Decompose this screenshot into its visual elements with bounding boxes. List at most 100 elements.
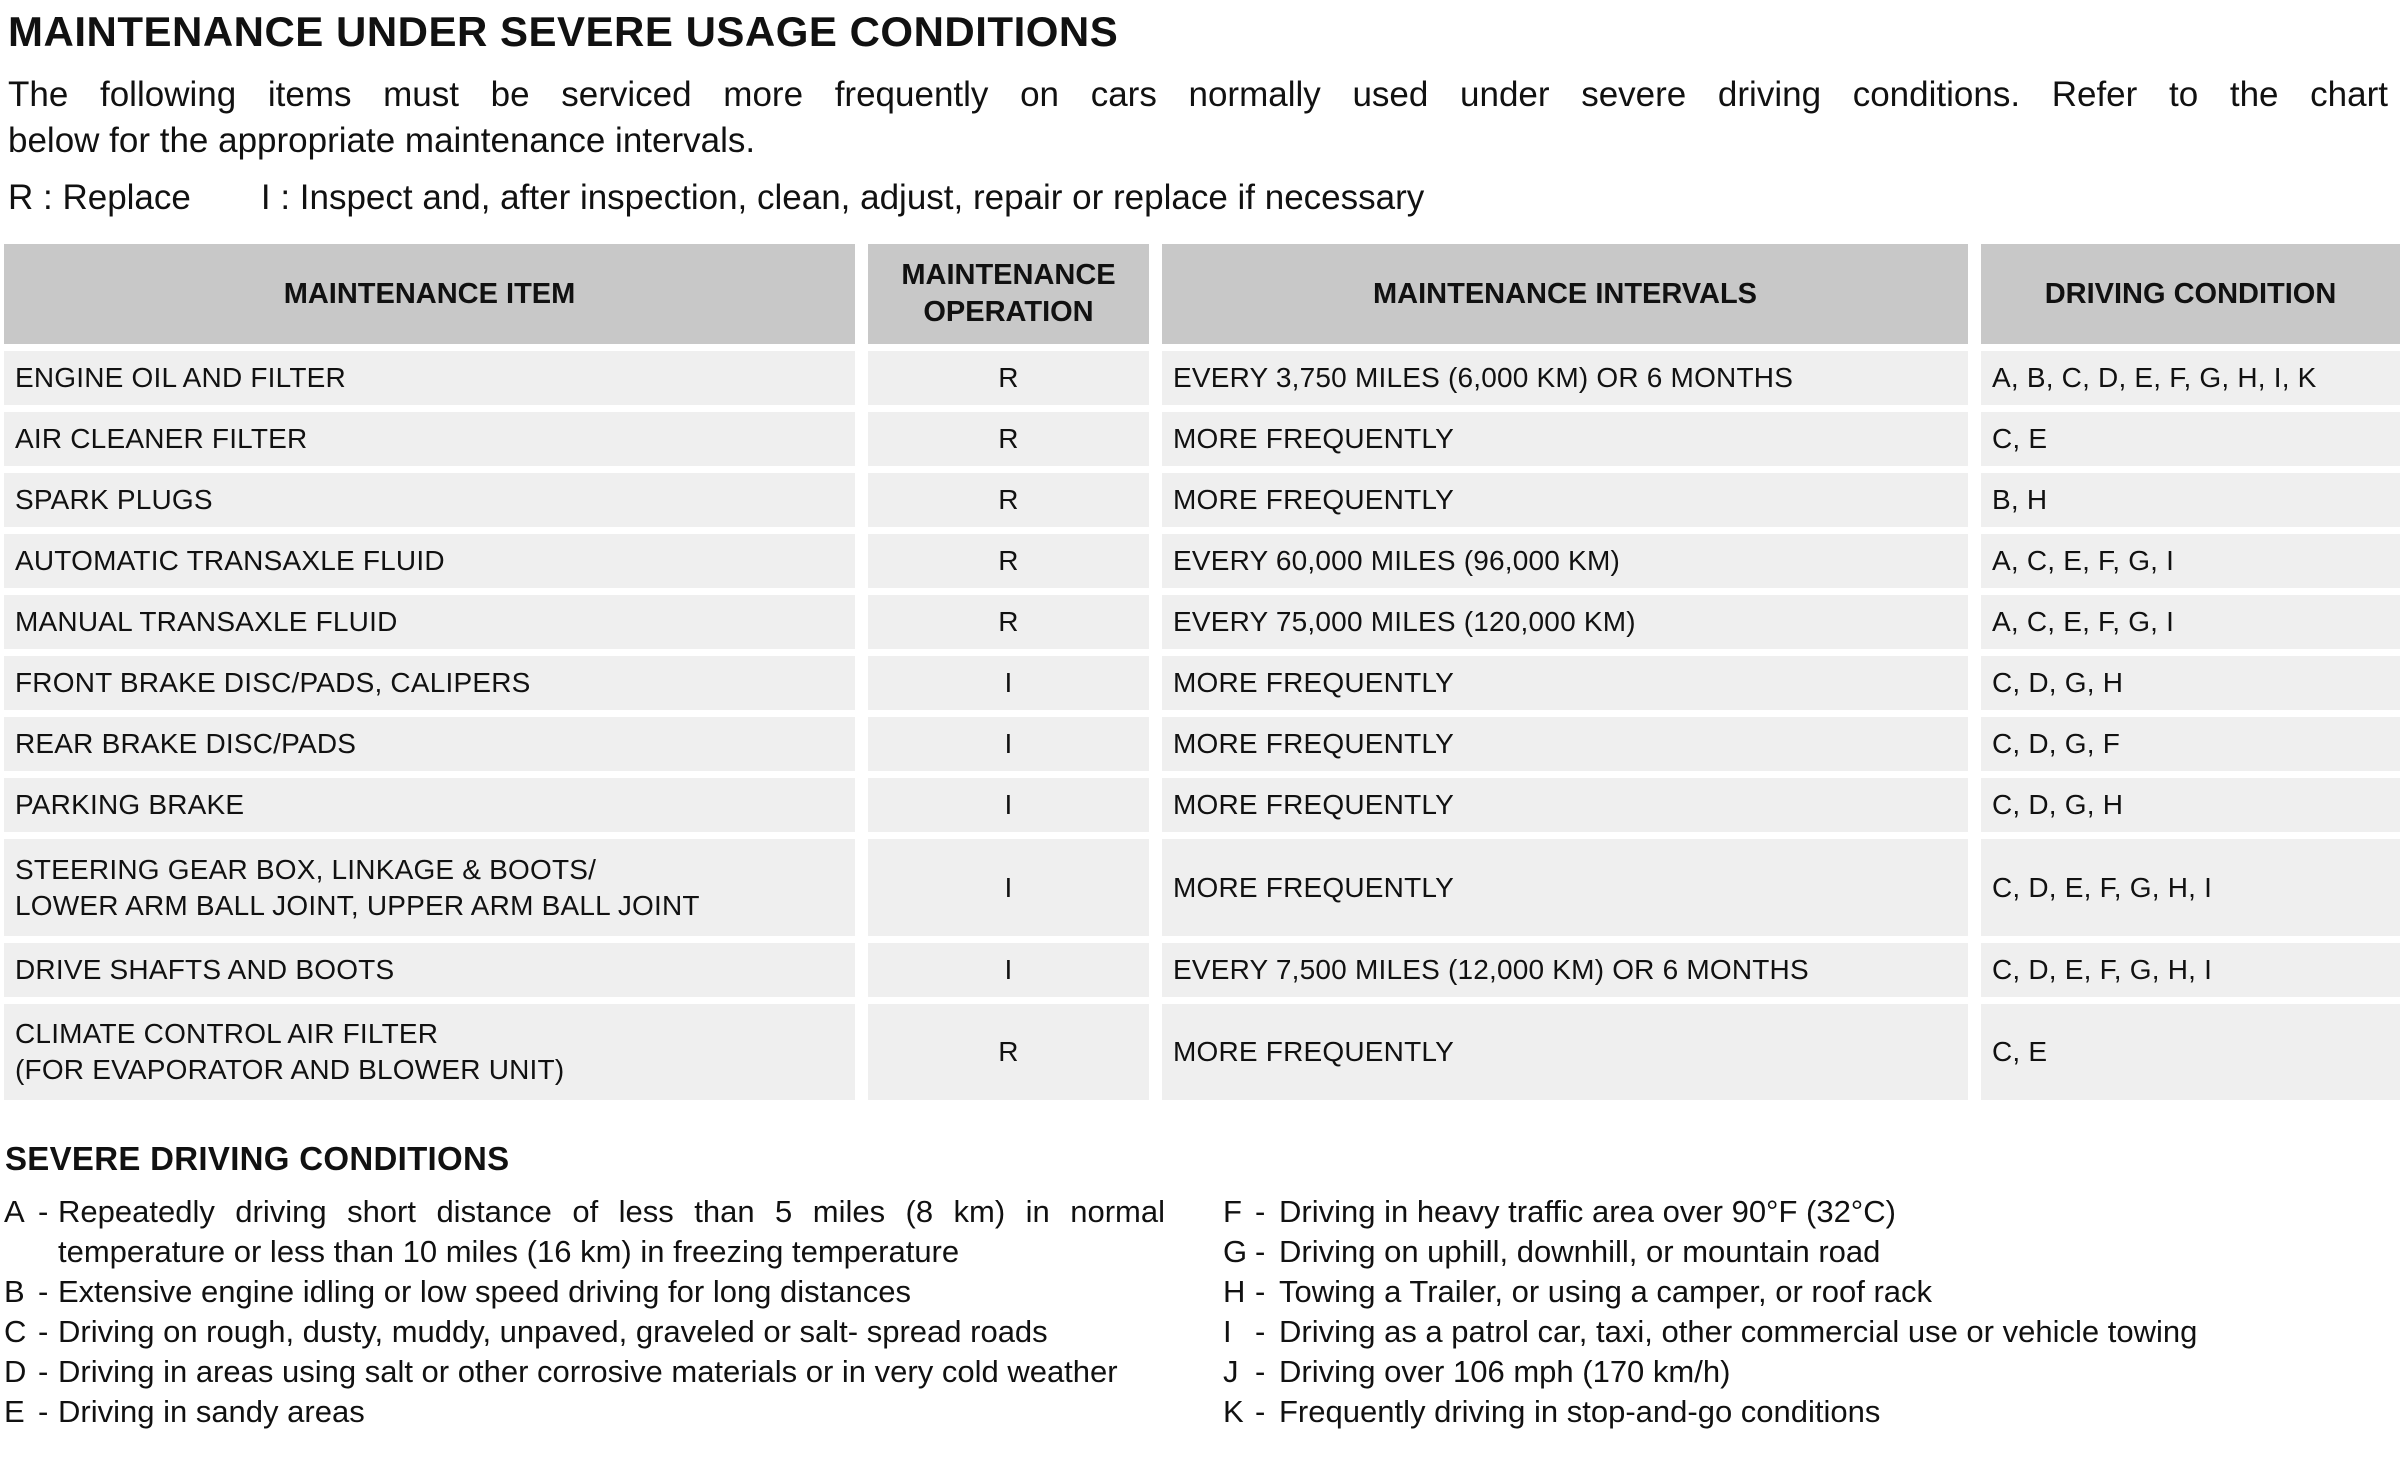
condition-separator: - — [1255, 1194, 1266, 1229]
condition-text: Driving over 106 mph (170 km/h) — [1279, 1354, 1731, 1389]
operation-legend: R : Replace I : Inspect and, after inspe… — [0, 164, 2400, 218]
condition-text: Extensive engine idling or low speed dri… — [58, 1274, 911, 1309]
cell-operation: R — [868, 595, 1149, 649]
condition-item: K - Frequently driving in stop-and-go co… — [1223, 1392, 2393, 1432]
cell-item: ENGINE OIL AND FILTER — [4, 351, 855, 405]
cell-item: FRONT BRAKE DISC/PADS, CALIPERS — [4, 656, 855, 710]
cell-operation: R — [868, 473, 1149, 527]
condition-separator: - — [1255, 1274, 1266, 1309]
cell-condition: C, D, G, H — [1981, 778, 2400, 832]
manual-page: MAINTENANCE UNDER SEVERE USAGE CONDITION… — [0, 8, 2400, 1432]
maintenance-table: MAINTENANCE ITEM MAINTENANCE OPERATION M… — [4, 244, 2400, 1100]
column-header-intervals: MAINTENANCE INTERVALS — [1162, 244, 1968, 344]
severe-conditions-list: A - Repeatedly driving short distance of… — [0, 1178, 2400, 1432]
condition-letter: C — [4, 1314, 27, 1349]
condition-item: A - Repeatedly driving short distance of… — [2, 1192, 1165, 1272]
cell-condition: B, H — [1981, 473, 2400, 527]
cell-condition: C, D, E, F, G, H, I — [1981, 839, 2400, 936]
condition-item: F - Driving in heavy traffic area over 9… — [1223, 1192, 2393, 1232]
cell-condition: C, E — [1981, 1004, 2400, 1100]
cell-interval: MORE FREQUENTLY — [1162, 412, 1968, 466]
cell-item: CLIMATE CONTROL AIR FILTER (FOR EVAPORAT… — [4, 1004, 855, 1100]
cell-item: SPARK PLUGS — [4, 473, 855, 527]
cell-interval: MORE FREQUENTLY — [1162, 656, 1968, 710]
cell-operation: R — [868, 351, 1149, 405]
cell-operation: I — [868, 778, 1149, 832]
condition-letter: J — [1223, 1354, 1239, 1389]
intro-line-2: below for the appropriate maintenance in… — [8, 121, 756, 160]
condition-item: J - Driving over 106 mph (170 km/h) — [1223, 1352, 2393, 1392]
condition-letter: I — [1223, 1314, 1232, 1349]
intro-paragraph: The following items must be serviced mor… — [0, 56, 2398, 164]
condition-item: D - Driving in areas using salt or other… — [2, 1352, 1165, 1392]
severe-conditions-heading: SEVERE DRIVING CONDITIONS — [5, 1140, 510, 1177]
legend-replace: R : Replace — [8, 178, 191, 217]
cell-interval: EVERY 3,750 MILES (6,000 KM) OR 6 MONTHS — [1162, 351, 1968, 405]
cell-interval: MORE FREQUENTLY — [1162, 778, 1968, 832]
cell-condition: C, D, G, F — [1981, 717, 2400, 771]
cell-condition: C, E — [1981, 412, 2400, 466]
condition-letter: A — [4, 1194, 25, 1229]
column-header-condition: DRIVING CONDITION — [1981, 244, 2400, 344]
condition-letter: D — [4, 1354, 27, 1389]
column-header-item: MAINTENANCE ITEM — [4, 244, 855, 344]
cell-item: MANUAL TRANSAXLE FLUID — [4, 595, 855, 649]
condition-text: Driving on uphill, downhill, or mountain… — [1279, 1234, 1881, 1269]
cell-interval: MORE FREQUENTLY — [1162, 1004, 1968, 1100]
condition-text: Towing a Trailer, or using a camper, or … — [1279, 1274, 1933, 1309]
cell-operation: I — [868, 839, 1149, 936]
cell-operation: I — [868, 943, 1149, 997]
cell-interval: EVERY 75,000 MILES (120,000 KM) — [1162, 595, 1968, 649]
cell-condition: A, B, C, D, E, F, G, H, I, K — [1981, 351, 2400, 405]
condition-item: B - Extensive engine idling or low speed… — [2, 1272, 1165, 1312]
condition-item: H - Towing a Trailer, or using a camper,… — [1223, 1272, 2393, 1312]
condition-text: Driving as a patrol car, taxi, other com… — [1279, 1314, 2198, 1349]
cell-operation: I — [868, 656, 1149, 710]
condition-letter: H — [1223, 1274, 1246, 1309]
condition-text: Driving in areas using salt or other cor… — [58, 1354, 1118, 1389]
condition-separator: - — [38, 1314, 49, 1349]
condition-separator: - — [38, 1354, 49, 1389]
page-title: MAINTENANCE UNDER SEVERE USAGE CONDITION… — [8, 8, 1119, 55]
condition-letter: E — [4, 1394, 25, 1429]
cell-condition: A, C, E, F, G, I — [1981, 534, 2400, 588]
condition-item: I - Driving as a patrol car, taxi, other… — [1223, 1312, 2393, 1352]
condition-separator: - — [1255, 1234, 1266, 1269]
cell-interval: MORE FREQUENTLY — [1162, 717, 1968, 771]
cell-operation: R — [868, 412, 1149, 466]
column-header-operation: MAINTENANCE OPERATION — [868, 244, 1149, 344]
condition-item: C - Driving on rough, dusty, muddy, unpa… — [2, 1312, 1165, 1352]
condition-text: Frequently driving in stop-and-go condit… — [1279, 1394, 1881, 1429]
condition-letter: G — [1223, 1234, 1248, 1269]
condition-separator: - — [1255, 1394, 1266, 1429]
condition-separator: - — [38, 1274, 49, 1309]
condition-item: E - Driving in sandy areas — [2, 1392, 1165, 1432]
cell-item: STEERING GEAR BOX, LINKAGE & BOOTS/ LOWE… — [4, 839, 855, 936]
cell-condition: C, D, E, F, G, H, I — [1981, 943, 2400, 997]
cell-item: AUTOMATIC TRANSAXLE FLUID — [4, 534, 855, 588]
condition-text: Driving on rough, dusty, muddy, unpaved,… — [58, 1314, 1048, 1349]
cell-item: AIR CLEANER FILTER — [4, 412, 855, 466]
condition-text: Driving in heavy traffic area over 90°F … — [1279, 1194, 1896, 1229]
condition-separator: - — [1255, 1354, 1266, 1389]
condition-letter: B — [4, 1274, 25, 1309]
cell-interval: MORE FREQUENTLY — [1162, 839, 1968, 936]
condition-item: G - Driving on uphill, downhill, or moun… — [1223, 1232, 2393, 1272]
cell-item: PARKING BRAKE — [4, 778, 855, 832]
cell-operation: R — [868, 1004, 1149, 1100]
conditions-left-column: A - Repeatedly driving short distance of… — [2, 1192, 1165, 1432]
cell-interval: MORE FREQUENTLY — [1162, 473, 1968, 527]
cell-item: DRIVE SHAFTS AND BOOTS — [4, 943, 855, 997]
condition-separator: - — [1255, 1314, 1266, 1349]
intro-line-1: The following items must be serviced mor… — [8, 75, 2388, 114]
cell-operation: R — [868, 534, 1149, 588]
conditions-right-column: F - Driving in heavy traffic area over 9… — [1223, 1192, 2393, 1432]
condition-separator: - — [38, 1194, 49, 1229]
condition-letter: F — [1223, 1194, 1242, 1229]
condition-letter: K — [1223, 1394, 1244, 1429]
cell-condition: A, C, E, F, G, I — [1981, 595, 2400, 649]
cell-operation: I — [868, 717, 1149, 771]
condition-text: Repeatedly driving short distance of les… — [58, 1194, 1165, 1269]
condition-text: Driving in sandy areas — [58, 1394, 365, 1429]
cell-interval: EVERY 7,500 MILES (12,000 KM) OR 6 MONTH… — [1162, 943, 1968, 997]
